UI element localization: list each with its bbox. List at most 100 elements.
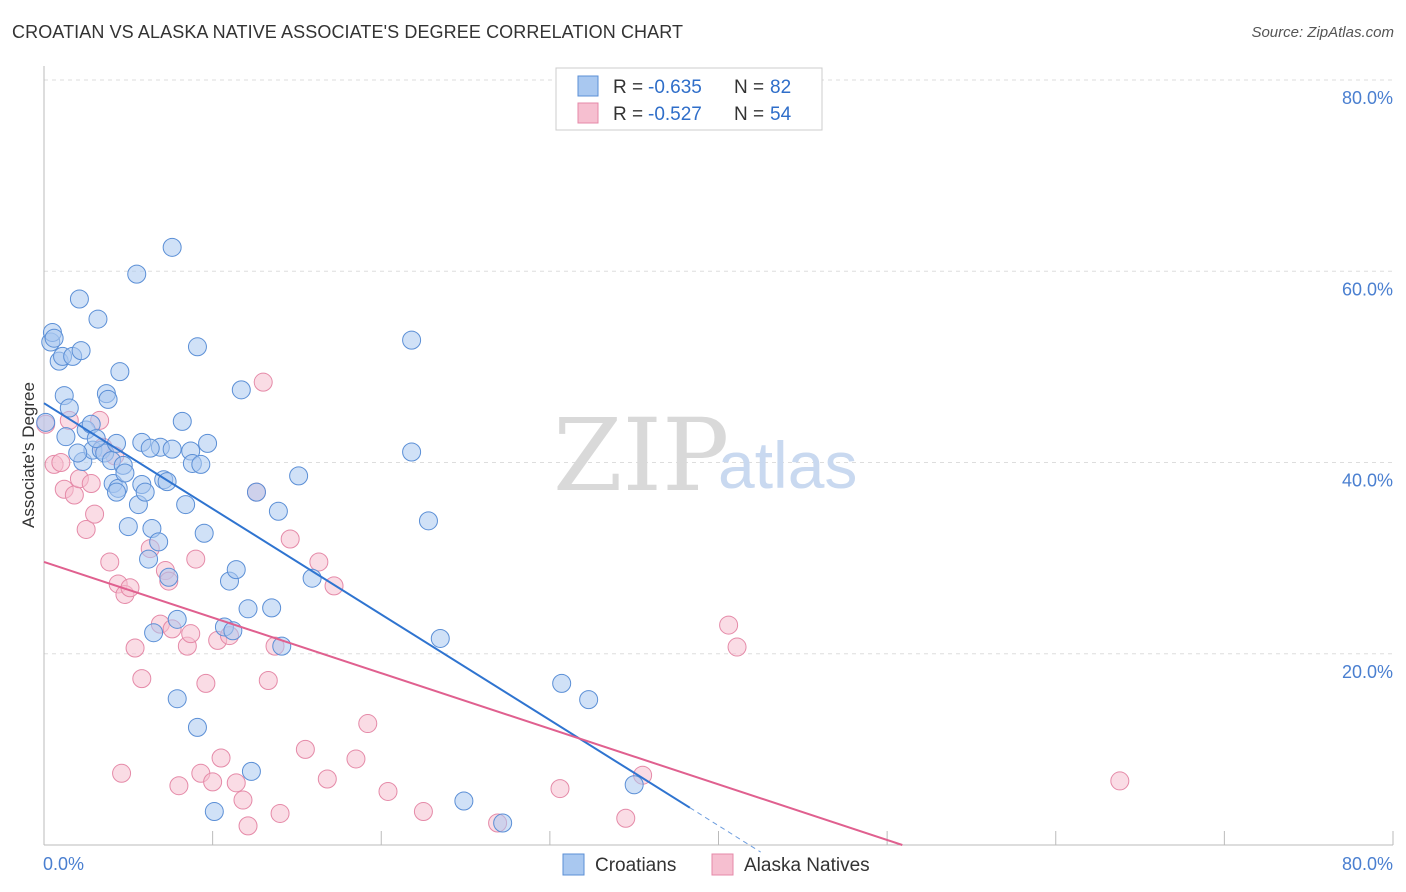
croatians-point-11 <box>71 341 91 361</box>
alaska-point-50 <box>378 781 398 801</box>
croatians-point-51 <box>187 337 207 357</box>
alaska-point-40 <box>258 671 278 691</box>
alaska-point-8 <box>81 474 101 494</box>
y-tick-label-40: 40.0% <box>1342 471 1393 491</box>
croatians-point-47 <box>176 495 196 515</box>
y-tick-label-20: 20.0% <box>1342 662 1393 682</box>
croatians-point-42 <box>162 439 182 459</box>
y-axis-tick-labels: 20.0% 40.0% 60.0% 80.0% <box>1342 88 1393 682</box>
alaska-point-49 <box>358 714 378 734</box>
source-label: Source: ZipAtlas.com <box>1251 24 1394 41</box>
croatians-point-10 <box>69 289 89 309</box>
croatians-points <box>36 237 644 833</box>
croatians-point-28 <box>118 517 138 537</box>
croatians-trend-extension <box>689 807 761 853</box>
y-axis-label: Associate's Degree <box>19 382 38 528</box>
croatians-point-41 <box>159 567 179 587</box>
croatians-point-43 <box>162 237 182 257</box>
croatians-point-0 <box>36 412 56 432</box>
croatians-point-29 <box>127 264 147 284</box>
legend-n-label-2: N = <box>734 104 764 125</box>
chart-title: CROATIAN VS ALASKA NATIVE ASSOCIATE'S DE… <box>12 22 684 42</box>
grid-lines <box>44 79 1393 655</box>
croatians-point-68 <box>204 802 224 822</box>
watermark-atlas: atlas <box>718 428 857 502</box>
series-swatch-croatians <box>562 853 585 876</box>
croatians-point-7 <box>56 427 76 447</box>
croatians-point-37 <box>149 532 169 552</box>
legend-r-label-2: R = <box>613 104 643 125</box>
croatians-point-33 <box>135 482 155 502</box>
croatians-point-58 <box>226 560 246 580</box>
series-swatch-alaska <box>711 853 734 876</box>
alaska-point-2 <box>51 453 71 472</box>
legend-n-value-1: 82 <box>770 77 791 98</box>
alaska-trend-line <box>43 561 903 846</box>
alaska-point-56 <box>719 615 739 635</box>
croatians-point-59 <box>231 380 251 400</box>
alaska-point-18 <box>125 638 145 658</box>
croatians-point-16 <box>88 309 108 329</box>
alaska-point-9 <box>85 504 105 524</box>
croatians-point-63 <box>262 598 282 618</box>
alaska-point-58 <box>1110 771 1130 791</box>
alaska-point-30 <box>196 673 216 693</box>
alaska-point-33 <box>211 748 231 768</box>
alaska-point-37 <box>238 816 258 836</box>
x-tick-label-min: 0.0% <box>43 854 84 874</box>
legend-box <box>555 67 823 131</box>
croatians-point-61 <box>241 761 261 781</box>
watermark-zip: ZIP <box>553 397 729 514</box>
legend-n-value-2: 54 <box>770 104 792 125</box>
croatians-point-72 <box>430 628 450 648</box>
croatians-point-44 <box>167 609 187 629</box>
alaska-point-15 <box>112 763 132 783</box>
legend-swatch-alaska <box>577 102 599 124</box>
correlation-legend: R = -0.635 N = 82 R = -0.527 N = 54 <box>555 67 823 131</box>
croatians-point-52 <box>191 454 211 474</box>
x-axis-ticks <box>43 831 1394 845</box>
alaska-point-31 <box>203 772 223 792</box>
legend-r-value-1: -0.635 <box>648 77 702 98</box>
trend-lines <box>43 402 903 853</box>
watermark: ZIP atlas <box>553 397 857 514</box>
series-legend: Croatians Alaska Natives <box>562 853 870 876</box>
croatians-point-36 <box>144 623 164 643</box>
alaska-point-44 <box>295 739 315 759</box>
legend-n-label-1: N = <box>734 77 764 98</box>
croatians-point-34 <box>139 549 159 569</box>
alaska-point-35 <box>226 773 246 793</box>
croatians-point-20 <box>98 389 118 409</box>
alaska-point-42 <box>270 803 290 823</box>
legend-r-value-2: -0.527 <box>648 104 702 125</box>
alaska-point-36 <box>233 790 253 810</box>
croatians-point-3 <box>44 328 64 348</box>
croatians-point-75 <box>552 673 572 693</box>
alaska-point-27 <box>181 624 201 644</box>
alaska-point-39 <box>253 372 273 392</box>
alaska-point-43 <box>280 529 300 549</box>
croatians-point-64 <box>268 501 288 521</box>
croatians-point-69 <box>402 330 422 350</box>
alaska-point-7 <box>76 519 96 539</box>
legend-swatch-croatians <box>577 75 599 97</box>
croatians-point-45 <box>167 689 187 709</box>
alaska-point-19 <box>132 669 152 689</box>
croatians-point-50 <box>187 717 207 737</box>
croatians-point-76 <box>579 690 599 710</box>
croatians-point-66 <box>289 466 309 486</box>
croatians-point-77 <box>624 775 644 795</box>
croatians-point-78 <box>140 438 160 458</box>
croatians-point-80 <box>68 443 88 463</box>
alaska-point-54 <box>616 808 636 828</box>
alaska-point-5 <box>64 485 84 505</box>
croatians-point-79 <box>107 482 127 502</box>
alaska-point-45 <box>309 552 329 572</box>
alaska-point-28 <box>186 549 206 569</box>
croatians-point-46 <box>172 411 192 431</box>
croatians-point-27 <box>115 463 135 483</box>
croatians-point-54 <box>198 433 218 453</box>
croatians-point-8 <box>59 398 79 418</box>
series-label-alaska: Alaska Natives <box>744 855 870 876</box>
